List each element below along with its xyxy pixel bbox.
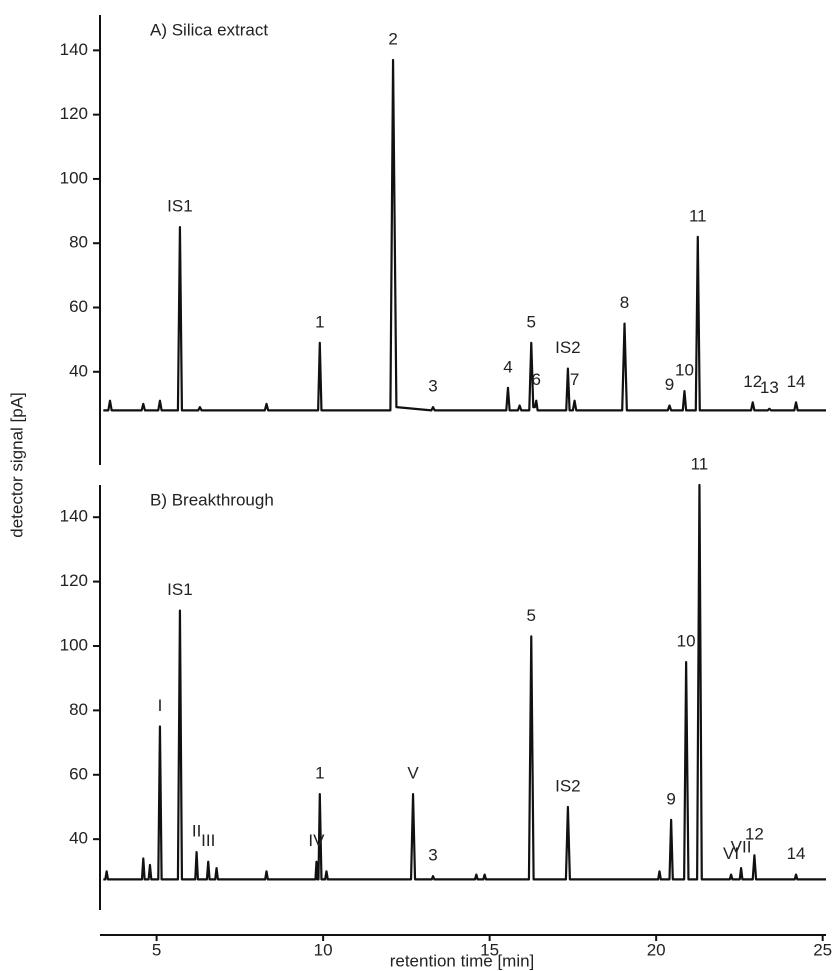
peak-label: 1 — [315, 312, 324, 331]
y-tick-label: 140 — [60, 507, 88, 526]
peak-label: 4 — [503, 357, 512, 376]
y-tick-label: 140 — [60, 40, 88, 59]
y-tick-label: 40 — [69, 829, 88, 848]
y-tick-label: 40 — [69, 361, 88, 380]
y-tick-label: 120 — [60, 104, 88, 123]
peak-label: 5 — [527, 312, 536, 331]
peak-label: 8 — [620, 293, 629, 312]
y-tick-label: 60 — [69, 297, 88, 316]
x-tick-label: 10 — [314, 940, 333, 959]
peak-label: III — [201, 831, 215, 850]
peak-label: IS2 — [555, 338, 581, 357]
y-tick-label: 60 — [69, 764, 88, 783]
y-axis-label: detector signal [pA] — [7, 392, 26, 538]
y-tick-label: 120 — [60, 571, 88, 590]
peak-label: 1 — [315, 764, 324, 783]
x-tick-label: 5 — [152, 940, 161, 959]
peak-label: 9 — [666, 789, 675, 808]
peak-label: IS1 — [167, 580, 193, 599]
peak-label: IV — [308, 831, 325, 850]
peak-label: 14 — [787, 844, 806, 863]
x-tick-label: 15 — [480, 940, 499, 959]
peak-label: 12 — [745, 825, 764, 844]
y-tick-label: 100 — [60, 635, 88, 654]
peak-label: 7 — [570, 370, 579, 389]
x-axis-label: retention time [min] — [390, 951, 535, 970]
peak-label: VI — [723, 844, 739, 863]
peak-label: 10 — [677, 632, 696, 651]
peak-label: V — [407, 764, 419, 783]
peak-label: 12 — [743, 372, 762, 391]
peak-label: VII — [731, 838, 752, 857]
peak-label: 10 — [675, 361, 694, 380]
peak-label: 2 — [388, 29, 397, 48]
trace — [103, 483, 826, 881]
peak-label: I — [158, 696, 163, 715]
x-tick-label: 25 — [813, 940, 832, 959]
y-tick-label: 100 — [60, 168, 88, 187]
y-tick-label: 80 — [69, 233, 88, 252]
peak-label: 11 — [691, 454, 709, 473]
peak-label: 6 — [532, 370, 541, 389]
peak-label: IS1 — [167, 197, 193, 216]
trace — [103, 58, 826, 412]
x-tick-label: 20 — [647, 940, 666, 959]
peak-label: 3 — [428, 846, 437, 865]
y-tick-label: 80 — [69, 700, 88, 719]
panel-title: B) Breakthrough — [150, 490, 274, 509]
peak-label: 11 — [689, 206, 707, 225]
peak-label: IS2 — [555, 776, 581, 795]
peak-label: 13 — [760, 378, 779, 397]
peak-label: 14 — [787, 372, 806, 391]
peak-label: 5 — [527, 606, 536, 625]
panel-title: A) Silica extract — [150, 20, 268, 39]
peak-label: 9 — [665, 375, 674, 394]
peak-label: 3 — [428, 377, 437, 396]
peak-label: II — [192, 822, 201, 841]
